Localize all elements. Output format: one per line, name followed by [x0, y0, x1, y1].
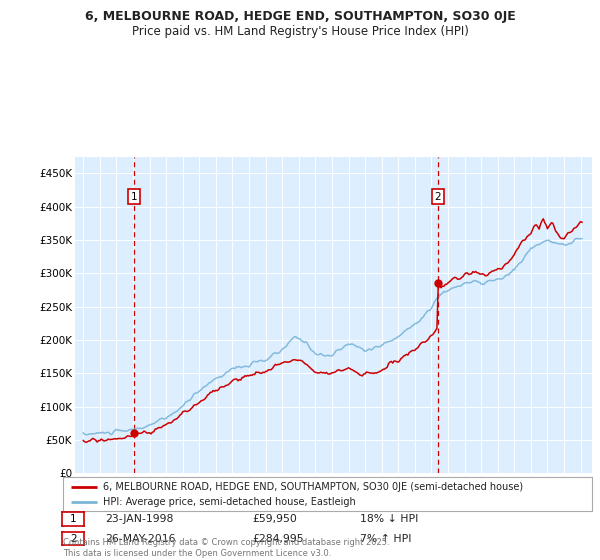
Text: HPI: Average price, semi-detached house, Eastleigh: HPI: Average price, semi-detached house,… [103, 497, 355, 507]
Text: 6, MELBOURNE ROAD, HEDGE END, SOUTHAMPTON, SO30 0JE: 6, MELBOURNE ROAD, HEDGE END, SOUTHAMPTO… [85, 10, 515, 22]
Text: 2: 2 [435, 192, 442, 202]
Text: 1: 1 [70, 514, 77, 524]
Text: 6, MELBOURNE ROAD, HEDGE END, SOUTHAMPTON, SO30 0JE (semi-detached house): 6, MELBOURNE ROAD, HEDGE END, SOUTHAMPTO… [103, 482, 523, 492]
Text: 23-JAN-1998: 23-JAN-1998 [105, 514, 173, 524]
Text: 7% ↑ HPI: 7% ↑ HPI [360, 534, 412, 544]
Text: £59,950: £59,950 [252, 514, 297, 524]
Text: 2: 2 [70, 534, 77, 544]
Text: 26-MAY-2016: 26-MAY-2016 [105, 534, 176, 544]
Text: 1: 1 [131, 192, 137, 202]
Text: Contains HM Land Registry data © Crown copyright and database right 2025.
This d: Contains HM Land Registry data © Crown c… [63, 538, 389, 558]
Text: Price paid vs. HM Land Registry's House Price Index (HPI): Price paid vs. HM Land Registry's House … [131, 25, 469, 38]
Text: 18% ↓ HPI: 18% ↓ HPI [360, 514, 418, 524]
Text: £284,995: £284,995 [252, 534, 304, 544]
